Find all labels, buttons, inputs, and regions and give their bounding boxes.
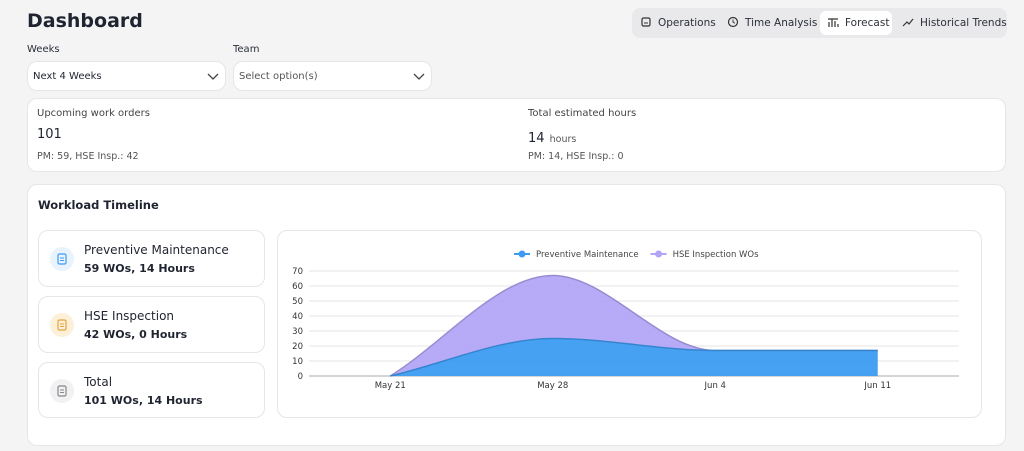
- tab[interactable]: Historical Trends: [902, 11, 1007, 35]
- tab-icon: [902, 18, 914, 27]
- tab-label: Forecast: [845, 17, 890, 29]
- legend-label: Preventive Maintenance: [536, 250, 639, 260]
- summary-card: HSE Inspection 42 WOs, 0 Hours: [38, 296, 265, 353]
- tab-icon: [727, 16, 739, 28]
- area: [390, 275, 878, 376]
- select[interactable]: Select option(s): [233, 61, 432, 91]
- chart-card: 0 10 20 30 40 50 60 70 May 21 May 28 Jun 4 Jun 11 Pr…: [277, 230, 982, 418]
- stat-detail: PM: 14, HSE Insp.: 0: [528, 151, 624, 162]
- select[interactable]: Next 4 Weeks: [27, 61, 226, 91]
- y-tick-label: 30: [292, 327, 303, 337]
- card-icon: [50, 247, 74, 271]
- area: [390, 338, 878, 376]
- stat-value: 14: [528, 131, 545, 146]
- tab[interactable]: Time Analysis: [727, 11, 817, 35]
- select-value: Select option(s): [239, 71, 318, 82]
- stat-label: Total estimated hours: [528, 108, 637, 119]
- stat-detail: PM: 59, HSE Insp.: 42: [37, 151, 139, 162]
- y-tick-label: 20: [292, 342, 303, 352]
- x-tick-label: May 28: [537, 381, 568, 391]
- y-tick-label: 10: [292, 357, 303, 367]
- tab-icon: [828, 18, 839, 27]
- chevron: [207, 73, 219, 80]
- tab-label: Time Analysis: [745, 17, 818, 29]
- legend-marker: [655, 250, 663, 258]
- x-tick-label: May 21: [375, 381, 406, 391]
- tab-label: Historical Trends: [920, 17, 1007, 29]
- select-value: Next 4 Weeks: [33, 71, 102, 82]
- card-detail: 59 WOs, 14 Hours: [84, 262, 195, 275]
- stats-card: Upcoming work orders 101 PM: 59, HSE Ins…: [27, 98, 1006, 172]
- tab[interactable]: Operations: [640, 11, 720, 35]
- summary-card: Preventive Maintenance 59 WOs, 14 Hours: [38, 230, 265, 287]
- card-name: HSE Inspection: [84, 309, 175, 323]
- tab-bar: Operations Time Analysis Forecast Histor…: [632, 8, 1007, 38]
- area-line: [390, 337, 878, 377]
- tab-active[interactable]: Forecast: [820, 11, 892, 35]
- y-tick-label: 70: [292, 267, 303, 277]
- y-tick-label: 50: [292, 297, 303, 307]
- legend-label: HSE Inspection WOs: [673, 250, 760, 260]
- stat-value: 101: [37, 127, 62, 142]
- card-icon: [50, 379, 74, 403]
- card-detail: 101 WOs, 14 Hours: [84, 394, 203, 407]
- summary-card: Total 101 WOs, 14 Hours: [38, 362, 265, 418]
- stat-unit: hours: [549, 134, 577, 145]
- chart: 0 10 20 30 40 50 60 70 May 21 May 28 Jun 4 Jun 11 Pr…: [292, 250, 959, 391]
- card-name: Preventive Maintenance: [84, 243, 229, 257]
- legend-marker: [518, 250, 526, 258]
- x-tick-label: Jun 11: [863, 381, 891, 391]
- chevron: [413, 73, 425, 80]
- y-tick-label: 0: [298, 372, 303, 382]
- y-tick-label: 60: [292, 282, 303, 292]
- stat-value-row: 14 hours: [528, 127, 576, 146]
- card-icon: [50, 313, 74, 337]
- filter-label: Team: [233, 44, 260, 55]
- x-tick-label: Jun 4: [704, 381, 726, 391]
- card-name: Total: [84, 375, 113, 389]
- card-detail: 42 WOs, 0 Hours: [84, 328, 188, 341]
- filter-label: Weeks: [27, 44, 60, 55]
- page-title: Dashboard: [27, 10, 143, 32]
- tab-label: Operations: [658, 17, 716, 29]
- y-tick-label: 40: [292, 312, 303, 322]
- tab-icon: [641, 17, 651, 27]
- panel-title: Workload Timeline: [38, 198, 159, 212]
- stat-label: Upcoming work orders: [37, 108, 150, 119]
